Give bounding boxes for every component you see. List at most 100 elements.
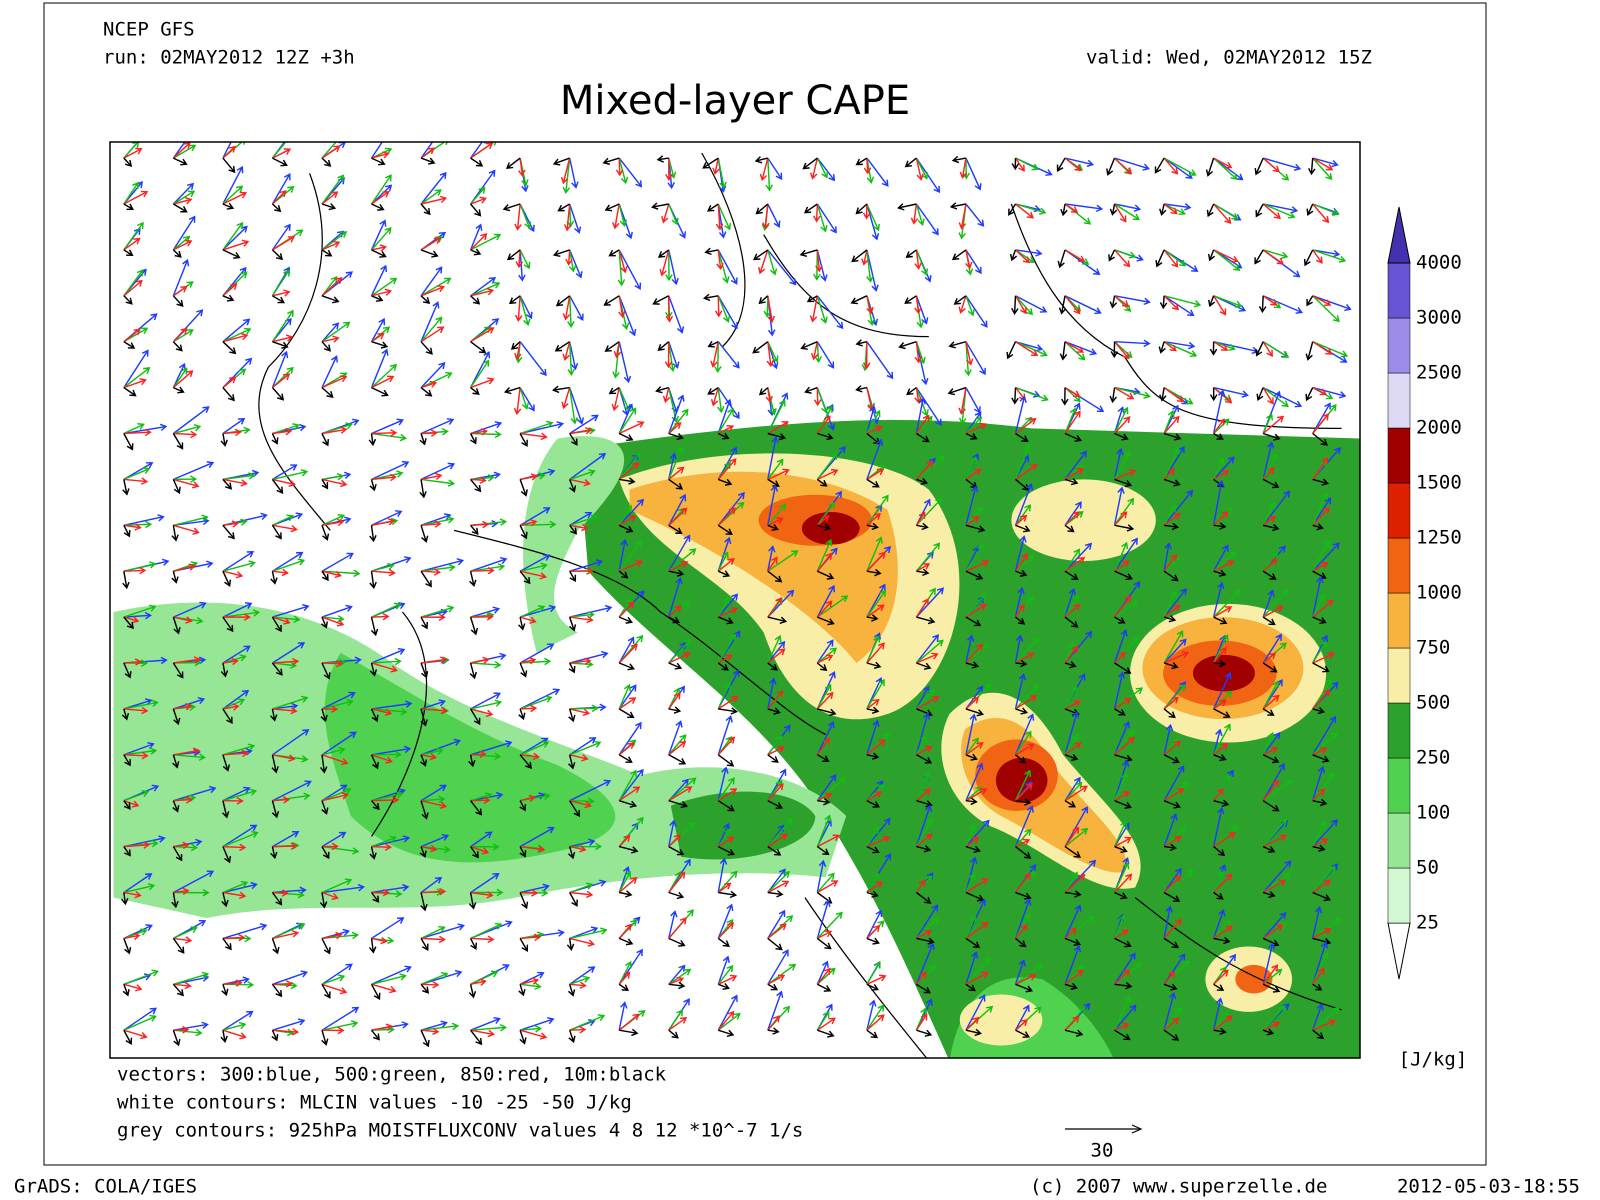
wind-arrow (767, 399, 786, 434)
wind-arrow (420, 662, 429, 679)
wind-arrow (172, 370, 194, 389)
wind-arrow (371, 151, 390, 159)
wind-arrow (321, 387, 334, 398)
wind-arrow (222, 570, 232, 587)
wind-arrow (816, 341, 835, 369)
wind-arrow (123, 433, 134, 451)
wind-arrow (1113, 595, 1132, 618)
wind-arrow (1064, 733, 1079, 756)
wind-arrow (321, 231, 348, 251)
wind-arrow (1015, 478, 1030, 491)
wind-arrow (222, 225, 248, 251)
wind-arrow (172, 249, 182, 258)
legend-vectors: vectors: 300:blue, 500:green, 850:red, 1… (117, 1064, 667, 1086)
wind-arrow (915, 879, 926, 893)
wind-arrow (371, 796, 400, 804)
wind-arrow (1106, 157, 1116, 176)
wind-arrow (1213, 157, 1238, 181)
wind-arrow (222, 923, 268, 940)
wind-arrow (1262, 1028, 1275, 1036)
wind-arrow (420, 316, 443, 343)
wind-arrow (569, 514, 599, 526)
wind-arrow (613, 341, 622, 359)
wind-arrow (470, 699, 503, 710)
wind-arrow (519, 295, 533, 320)
wind-arrow (1312, 523, 1324, 531)
wind-arrow (1057, 249, 1066, 269)
wind-arrow (1064, 511, 1080, 526)
wind-arrow (1312, 715, 1337, 756)
wind-arrow (1256, 387, 1264, 402)
wind-arrow (1312, 413, 1329, 434)
wind-arrow (816, 662, 828, 672)
wind-arrow (604, 203, 620, 212)
wind-arrow (271, 249, 284, 261)
wind-arrow (1163, 937, 1179, 949)
wind-arrow (222, 221, 244, 251)
wind-arrow (569, 892, 578, 907)
wind-arrow (717, 754, 735, 767)
wind-arrow (519, 570, 531, 585)
wind-arrow (752, 341, 769, 354)
wind-arrow (123, 378, 147, 389)
wind-arrow (717, 822, 730, 847)
wind-arrow (1312, 747, 1328, 756)
wind-arrow (222, 283, 238, 297)
wind-arrow (421, 568, 442, 576)
wind-arrow (1015, 1029, 1031, 1039)
wind-arrow (321, 1030, 329, 1046)
wind-arrow (914, 341, 922, 364)
wind-arrow (420, 301, 440, 342)
wind-arrow (420, 983, 430, 994)
wind-arrow (222, 830, 259, 848)
wind-arrow (1163, 553, 1178, 572)
wind-arrow (321, 831, 347, 848)
wind-arrow (1213, 551, 1237, 572)
wind-arrow (916, 983, 931, 994)
wind-arrow (371, 510, 403, 526)
wind-arrow (272, 551, 304, 572)
wind-arrow (222, 318, 251, 343)
wind-arrow (817, 1029, 835, 1038)
wind-arrow (420, 371, 453, 389)
wind-arrow (420, 1029, 430, 1048)
cape-region (801, 512, 860, 545)
wind-arrow (420, 189, 442, 205)
wind-arrow (222, 191, 248, 205)
wind-arrow (555, 295, 571, 307)
wind-arrow (470, 281, 501, 297)
wind-arrow (1312, 798, 1328, 807)
wind-arrow (816, 814, 832, 847)
wind-arrow (557, 203, 571, 212)
wind-arrow (718, 616, 734, 625)
wind-arrow (866, 661, 882, 670)
wind-arrow (569, 890, 594, 899)
wind-arrow (915, 511, 926, 526)
wind-arrow (569, 800, 592, 809)
wind-arrow (1163, 415, 1180, 434)
wind-arrow (566, 938, 575, 951)
wind-arrow (618, 538, 628, 572)
wind-arrow (1212, 457, 1225, 480)
wind-arrow (850, 295, 868, 305)
wind-arrow (321, 787, 352, 802)
wind-arrow (817, 708, 837, 717)
wind-arrow (420, 570, 432, 588)
wind-arrow (552, 157, 570, 166)
wind-arrow (1163, 651, 1190, 664)
wind-arrow (668, 478, 684, 490)
wind-arrow (419, 846, 427, 859)
wind-arrow (123, 882, 156, 894)
wind-arrow (371, 745, 412, 756)
wind-arrow (272, 729, 310, 756)
wind-arrow (767, 1027, 780, 1035)
wind-arrow (1064, 828, 1089, 848)
wind-arrow (173, 870, 215, 894)
wind-arrow (668, 819, 677, 847)
wind-arrow (1262, 754, 1280, 764)
wind-arrow (123, 699, 159, 710)
wind-arrow (965, 957, 991, 985)
wind-arrow (1212, 479, 1225, 526)
wind-arrow (1312, 295, 1352, 312)
wind-arrow (965, 994, 986, 1031)
